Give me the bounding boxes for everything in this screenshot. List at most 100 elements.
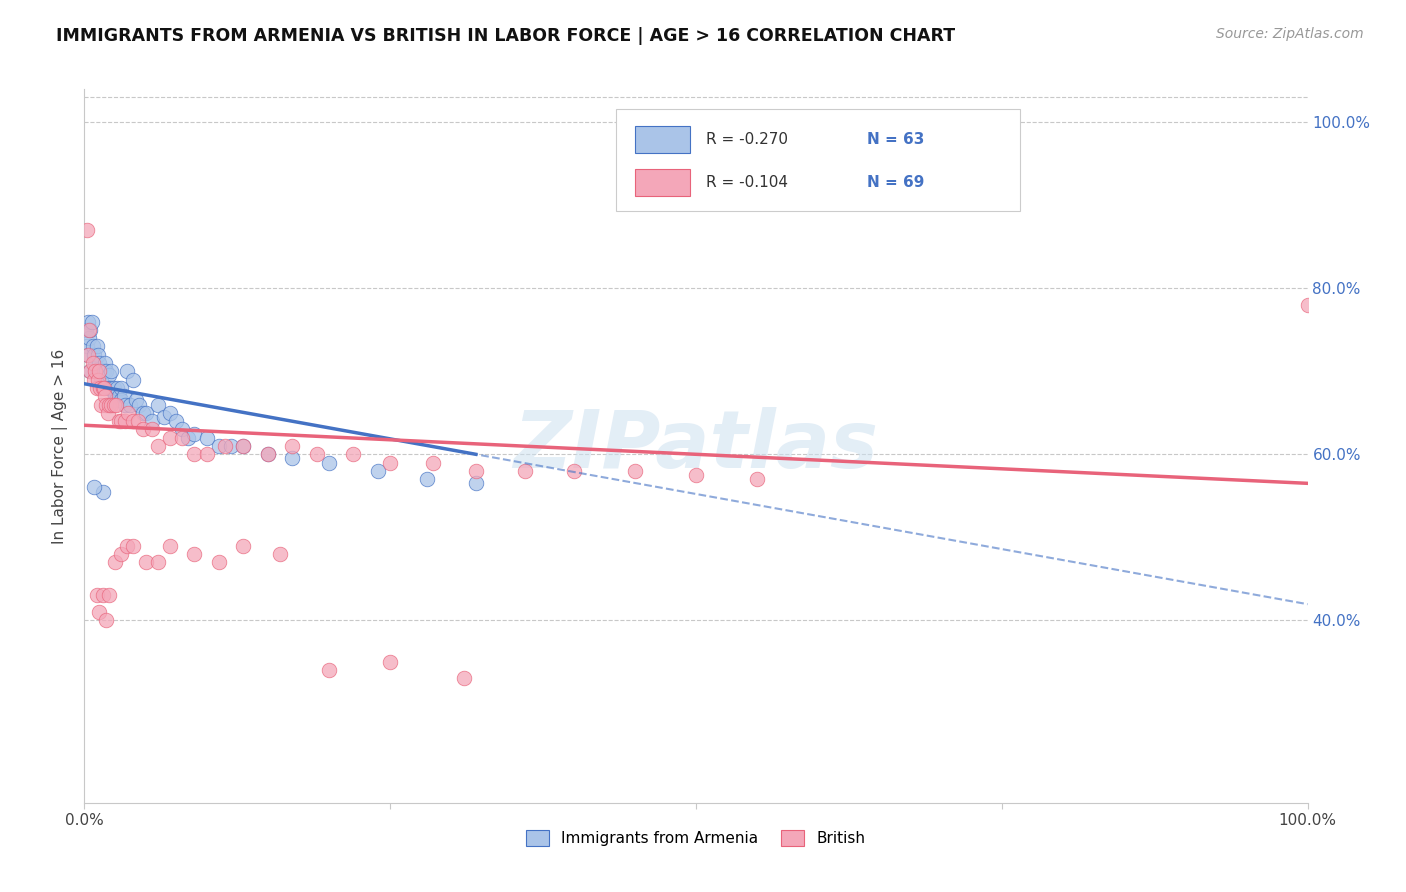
Point <box>122 539 145 553</box>
Point <box>208 555 231 569</box>
Point <box>107 414 129 428</box>
Point <box>214 439 236 453</box>
Point <box>77 348 100 362</box>
Point <box>141 414 163 428</box>
Point <box>110 414 132 428</box>
Point <box>110 393 132 408</box>
Point <box>159 539 181 553</box>
Point <box>122 414 145 428</box>
Point <box>132 406 155 420</box>
Point <box>87 348 110 362</box>
Point <box>153 409 176 424</box>
Point <box>82 356 104 370</box>
Point <box>257 447 280 461</box>
Point <box>146 397 169 411</box>
Point <box>76 223 98 237</box>
Text: IMMIGRANTS FROM ARMENIA VS BRITISH IN LABOR FORCE | AGE > 16 CORRELATION CHART: IMMIGRANTS FROM ARMENIA VS BRITISH IN LA… <box>56 27 955 45</box>
Point <box>122 373 145 387</box>
Text: Source: ZipAtlas.com: Source: ZipAtlas.com <box>1216 27 1364 41</box>
Point <box>86 339 108 353</box>
Point <box>195 431 218 445</box>
Point <box>90 397 112 411</box>
Point <box>83 348 105 362</box>
Point <box>281 451 304 466</box>
Point <box>685 468 707 483</box>
Point <box>453 671 475 685</box>
Point <box>97 368 120 383</box>
Text: R = -0.270: R = -0.270 <box>706 132 787 147</box>
Point <box>91 588 114 602</box>
Point <box>98 381 121 395</box>
Point <box>112 389 135 403</box>
Point <box>97 397 120 411</box>
Point <box>91 484 114 499</box>
Point <box>269 547 291 561</box>
Text: N = 69: N = 69 <box>868 175 925 190</box>
Point <box>97 588 120 602</box>
Point <box>118 397 141 411</box>
Point <box>86 588 108 602</box>
Point <box>96 613 118 627</box>
Point <box>114 397 136 411</box>
Point <box>105 397 128 411</box>
Point <box>115 364 138 378</box>
Point <box>128 397 150 411</box>
Point <box>183 426 205 441</box>
Point <box>1296 298 1319 312</box>
Point <box>141 422 163 436</box>
Point <box>90 373 112 387</box>
Point <box>367 464 389 478</box>
Point <box>219 439 242 453</box>
Point <box>79 323 101 337</box>
FancyBboxPatch shape <box>636 127 690 153</box>
Point <box>195 447 218 461</box>
Point <box>96 364 118 378</box>
Point <box>97 381 120 395</box>
Point <box>104 555 127 569</box>
Point <box>342 447 364 461</box>
Text: R = -0.104: R = -0.104 <box>706 175 787 190</box>
Point <box>103 397 125 411</box>
Text: ZIPatlas: ZIPatlas <box>513 407 879 485</box>
Point <box>77 314 100 328</box>
Point <box>80 314 103 328</box>
Point <box>82 339 104 353</box>
Point <box>77 331 100 345</box>
Point <box>91 381 114 395</box>
Point <box>177 431 200 445</box>
Point <box>97 406 120 420</box>
Point <box>110 547 132 561</box>
Legend: Immigrants from Armenia, British: Immigrants from Armenia, British <box>520 824 872 852</box>
Point <box>146 439 169 453</box>
Point <box>87 356 110 370</box>
Point <box>747 472 769 486</box>
Point <box>94 389 117 403</box>
Point <box>159 431 181 445</box>
Point <box>83 373 105 387</box>
Point <box>146 555 169 569</box>
Point <box>83 481 105 495</box>
Point <box>183 547 205 561</box>
Point <box>257 447 280 461</box>
Point <box>380 655 402 669</box>
Point <box>624 464 647 478</box>
Point <box>107 389 129 403</box>
Point <box>89 381 111 395</box>
Point <box>115 539 138 553</box>
Point <box>165 414 187 428</box>
Point <box>79 364 101 378</box>
Point <box>172 422 194 436</box>
Point <box>76 339 98 353</box>
Point <box>86 381 108 395</box>
Point <box>96 397 118 411</box>
Point <box>513 464 536 478</box>
Point <box>172 431 194 445</box>
Point <box>127 414 149 428</box>
Point <box>75 323 97 337</box>
Point <box>79 364 101 378</box>
Point <box>104 389 127 403</box>
Point <box>87 364 110 378</box>
Point <box>94 356 117 370</box>
FancyBboxPatch shape <box>616 109 1021 211</box>
Point <box>416 472 439 486</box>
